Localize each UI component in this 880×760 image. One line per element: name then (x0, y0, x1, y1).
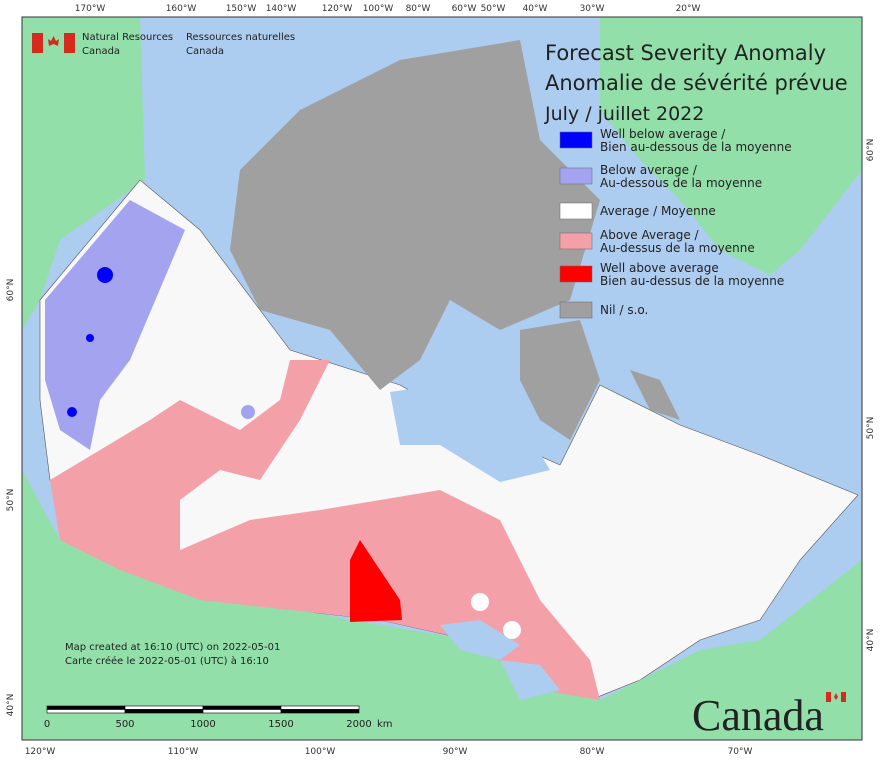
graticule-top: 150°W (226, 4, 257, 14)
agency-fr: Canada (186, 46, 224, 57)
map-area (21, 16, 863, 741)
great-lakes (500, 660, 560, 700)
flag-leaf (834, 693, 838, 700)
graticule-top: 60°W (452, 4, 477, 14)
legend-swatch (559, 232, 593, 250)
agency-fr: Ressources naturelles (186, 32, 295, 43)
graticule-top: 40°W (523, 4, 548, 14)
scale-segment (280, 705, 360, 710)
graticule-top: 30°W (580, 4, 605, 14)
legend-label: Well below average / (600, 127, 726, 141)
agency-flag (32, 33, 75, 53)
legend-label: Average / Moyenne (600, 204, 716, 218)
graticule-top: 140°W (266, 4, 297, 14)
well-below-spot (97, 267, 113, 283)
baffin-nil (520, 320, 600, 440)
agency-en: Canada (82, 46, 120, 57)
greenland (600, 17, 862, 275)
legend-swatch (559, 131, 593, 149)
legend-swatch (559, 167, 593, 185)
scale-segment (46, 705, 126, 710)
lake-spot (471, 593, 489, 611)
graticule-bottom: 120°W (25, 747, 56, 757)
scale-segment (124, 709, 204, 714)
legend-label: Above Average / (600, 228, 700, 242)
scale-label: 0 (44, 719, 50, 730)
scale-segment (202, 709, 282, 714)
labrador-nil (630, 370, 680, 420)
legend-label: Well above average (600, 261, 719, 275)
graticule-bottom: 90°W (443, 747, 468, 757)
map-title: Forecast Severity Anomaly (545, 41, 826, 65)
graticule-top: 50°W (481, 4, 506, 14)
well-below-spot (67, 407, 77, 417)
scale-segment (124, 705, 204, 710)
flag-bar (826, 692, 831, 702)
united-states (22, 470, 862, 740)
graticule-left: 50°N (6, 489, 16, 512)
graticule-bottom: 110°W (168, 747, 199, 757)
graticule-right: 60°N (866, 139, 876, 162)
legend-swatch (559, 202, 593, 220)
graticule-bottom: 100°W (305, 747, 336, 757)
flag-bar (32, 33, 43, 53)
scale-segment (202, 705, 282, 710)
graticule-top: 170°W (75, 4, 106, 14)
scale-label: 1000 (190, 719, 215, 730)
lake-spot (503, 621, 521, 639)
alaska (22, 17, 145, 330)
graticule-top: 160°W (166, 4, 197, 14)
legend-label: Bien au-dessus de la moyenne (600, 274, 784, 288)
graticule-top: 100°W (363, 4, 394, 14)
graticule-bottom: 70°W (728, 747, 753, 757)
map-period: July / juillet 2022 (544, 103, 704, 125)
legend-label: Below average / (600, 163, 698, 177)
flag-bar (841, 692, 846, 702)
below-average-zone (45, 200, 185, 450)
graticule-right: 50°N (866, 417, 876, 440)
graticule-left: 60°N (6, 279, 16, 302)
great-lakes (440, 620, 520, 660)
scale-label: 2000 (346, 719, 371, 730)
graticule-right: 40°N (866, 629, 876, 652)
graticule-bottom: 80°W (580, 747, 605, 757)
scale-label: 500 (115, 719, 134, 730)
map-frame (21, 16, 863, 741)
wordmark-flag (826, 692, 846, 702)
legend-label: Au-dessus de la moyenne (600, 241, 755, 255)
agency-en: Natural Resources (82, 32, 173, 43)
legend-swatch (559, 301, 593, 319)
graticule-top: 20°W (676, 4, 701, 14)
legend-swatch (559, 265, 593, 283)
canada-wordmark: Canada (692, 691, 824, 740)
map-credit: Carte créée le 2022-05-01 (UTC) à 16:10 (65, 655, 269, 667)
flag-leaf (48, 36, 59, 46)
map-title: Anomalie de sévérité prévue (545, 71, 848, 95)
well-below-spot (86, 334, 94, 342)
scale-label: 1500 (268, 719, 293, 730)
below-spot (241, 405, 255, 419)
legend-label: Bien au-dessous de la moyenne (600, 140, 792, 154)
scale-segment (46, 709, 126, 714)
legend-label: Nil / s.o. (600, 303, 648, 317)
flag-bar (64, 33, 75, 53)
map-credit: Map created at 16:10 (UTC) on 2022-05-01 (65, 642, 280, 653)
arctic-nil (230, 40, 600, 390)
graticule-top: 120°W (322, 4, 353, 14)
graticule-left: 40°N (6, 694, 16, 717)
scale-unit: km (377, 719, 393, 730)
well-above-zone (350, 540, 402, 622)
scale-segment (280, 709, 360, 714)
above-average-zone (50, 360, 600, 700)
hudson-bay (390, 382, 550, 482)
legend-label: Au-dessous de la moyenne (600, 176, 762, 190)
graticule-top: 80°W (406, 4, 431, 14)
